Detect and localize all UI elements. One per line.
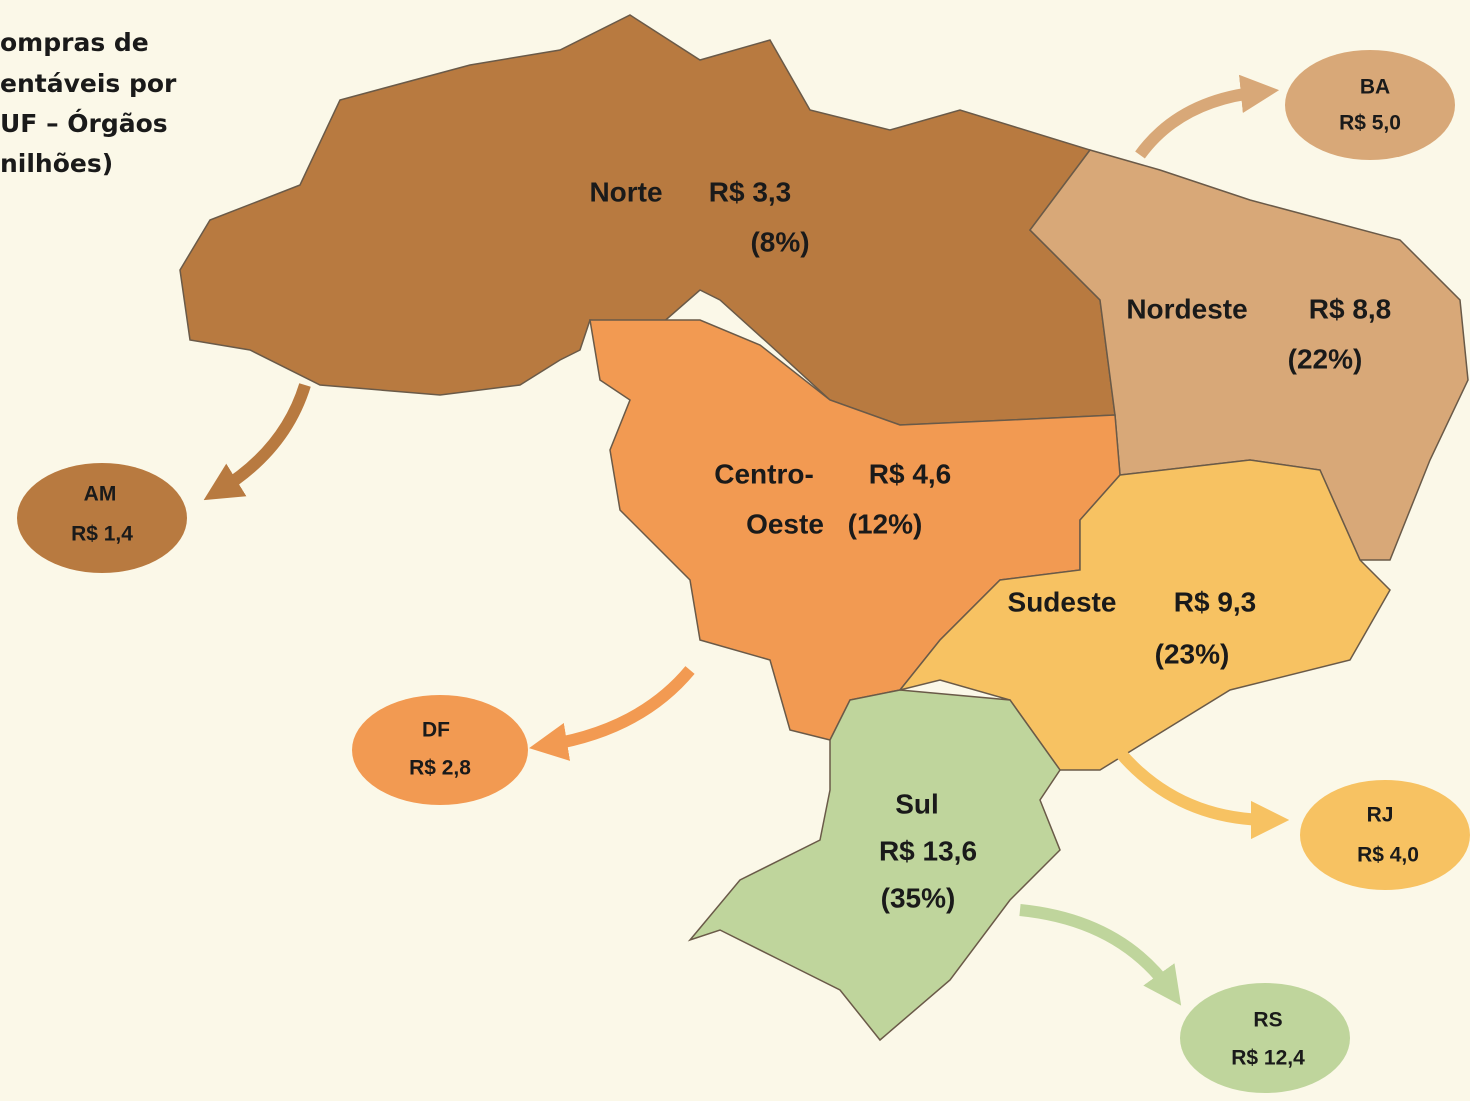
state-value: R$ 5,0 (1339, 112, 1401, 135)
region-name: Nordeste (1126, 293, 1247, 324)
region-value: R$ 8,8 (1309, 293, 1392, 324)
title-line: entáveis por (0, 69, 177, 98)
arrow (1135, 74, 1280, 159)
region-share: (35%) (881, 882, 956, 913)
region-labels: Norte R$ 3,3 (8%) Nordeste R$ 8,8 (22%) … (589, 176, 1391, 913)
arrow (1019, 904, 1182, 1006)
region-value: R$ 13,6 (879, 835, 977, 866)
region-share: (23%) (1155, 638, 1230, 669)
regions (179, 14, 1469, 1042)
bubble-rs (1180, 983, 1350, 1093)
region-name: Oeste (746, 508, 824, 539)
title-line: UF – Órgãos (0, 108, 168, 138)
arrow (1105, 736, 1290, 840)
state-name: BA (1360, 76, 1390, 99)
region-share: (12%) (848, 508, 923, 539)
state-value: R$ 1,4 (71, 523, 133, 546)
arrow (203, 383, 311, 501)
title-line: nilhões) (0, 149, 113, 178)
region-nordeste (1029, 149, 1469, 561)
title: ompras de entáveis por UF – Órgãos nilhõ… (0, 28, 177, 178)
region-name: Sudeste (1008, 586, 1117, 617)
title-line: ompras de (0, 28, 149, 57)
arrows (203, 74, 1290, 1006)
arrow (529, 666, 695, 761)
state-labels: BA R$ 5,0 AM R$ 1,4 DF R$ 2,8 RJ R$ 4,0 … (71, 76, 1419, 1070)
state-value: R$ 4,0 (1357, 844, 1419, 867)
region-value: R$ 4,6 (869, 458, 952, 489)
region-sul (687, 689, 1061, 1042)
state-bubbles (17, 50, 1470, 1093)
region-value: R$ 3,3 (709, 176, 792, 207)
region-name: Norte (589, 176, 662, 207)
state-name: AM (84, 483, 117, 506)
region-value: R$ 9,3 (1174, 586, 1257, 617)
region-name: Centro- (714, 458, 814, 489)
bubble-rj (1300, 780, 1470, 890)
state-name: RS (1253, 1009, 1282, 1032)
bubble-ba (1285, 50, 1455, 160)
state-value: R$ 12,4 (1231, 1047, 1305, 1070)
state-value: R$ 2,8 (409, 757, 471, 780)
region-name: Sul (895, 788, 939, 819)
bubble-df (352, 695, 528, 805)
state-name: DF (422, 719, 450, 742)
bubble-am (17, 463, 187, 573)
region-share: (22%) (1288, 343, 1363, 374)
state-name: RJ (1367, 804, 1394, 827)
region-share: (8%) (750, 226, 809, 257)
